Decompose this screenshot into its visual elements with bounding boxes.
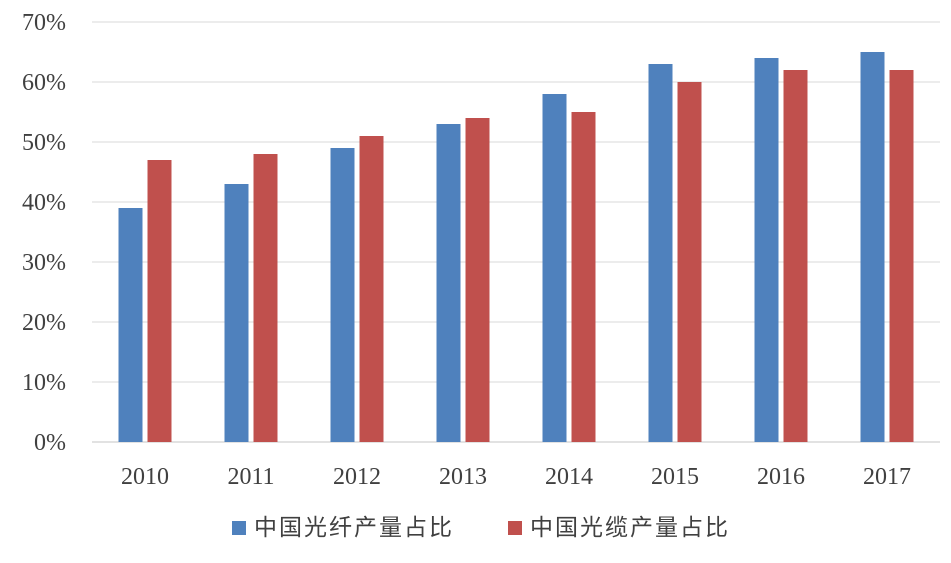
y-tick-label: 20% (22, 310, 66, 336)
bar-series-2-2011 (253, 154, 278, 442)
y-tick-label: 60% (22, 70, 66, 96)
bar-series-1-2016 (754, 58, 779, 442)
bar-series-1-2015 (648, 64, 673, 442)
x-axis-tick-labels: 2010 2011 2012 2013 2014 2015 2016 2017 (121, 464, 911, 490)
x-tick-label: 2012 (333, 464, 381, 490)
bar-series-2-2016 (783, 70, 808, 442)
x-tick-label: 2017 (863, 464, 911, 490)
x-tick-label: 2011 (227, 464, 274, 490)
grid-lines (92, 21, 940, 443)
bar-series-2-2017 (889, 70, 914, 442)
bar-series-2-2010 (147, 160, 172, 442)
y-tick-label: 0% (34, 430, 66, 456)
y-tick-label: 40% (22, 190, 66, 216)
x-tick-label: 2014 (545, 464, 593, 490)
x-tick-label: 2016 (757, 464, 805, 490)
x-tick-label: 2013 (439, 464, 487, 490)
bar-series-1-2013 (436, 124, 461, 442)
y-tick-label: 30% (22, 250, 66, 276)
legend-label-cable: 中国光缆产量占比 (530, 515, 730, 540)
legend-swatch-fiber (232, 521, 246, 535)
y-tick-label: 70% (22, 10, 66, 36)
x-tick-label: 2015 (651, 464, 699, 490)
y-axis-tick-labels: 0% 10% 20% 30% 40% 50% 60% 70% (22, 10, 66, 456)
y-tick-label: 50% (22, 130, 66, 156)
x-tick-label: 2010 (121, 464, 169, 490)
bar-series-1-2011 (224, 184, 249, 442)
bar-series-1-2012 (330, 148, 355, 442)
bars (118, 52, 914, 442)
bar-series-1-2014 (542, 94, 567, 442)
bar-series-2-2014 (571, 112, 596, 442)
bar-series-1-2010 (118, 208, 143, 442)
bar-series-2-2013 (465, 118, 490, 442)
bar-series-2-2012 (359, 136, 384, 442)
bar-series-2-2015 (677, 82, 702, 442)
legend-label-fiber: 中国光纤产量占比 (254, 515, 454, 540)
y-tick-label: 10% (22, 370, 66, 396)
legend: 中国光纤产量占比 中国光缆产量占比 (232, 515, 730, 540)
legend-swatch-cable (508, 521, 522, 535)
bar-series-1-2017 (860, 52, 885, 442)
